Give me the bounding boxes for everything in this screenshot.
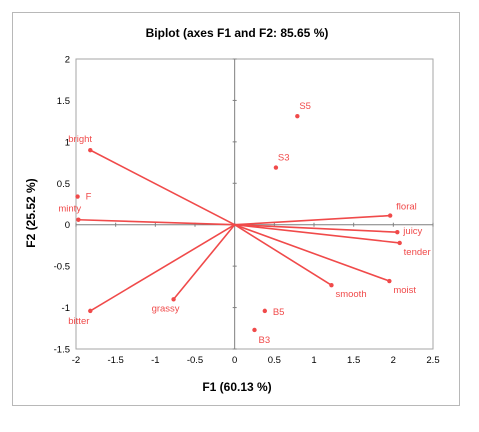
- y-axis-title: F2 (25.52 %): [24, 178, 38, 247]
- x-tick-label: 0: [232, 355, 237, 366]
- y-tick-label: -0.5: [54, 262, 70, 273]
- vector-label-bright: bright: [68, 134, 92, 145]
- vector-label-juicy: juicy: [402, 226, 422, 237]
- vector-label-moist: moist: [393, 285, 416, 296]
- vector-tip-bright: [88, 147, 93, 153]
- vector-tip-floral: [387, 213, 393, 218]
- vector-tip-juicy: [395, 229, 400, 235]
- point-F: [75, 194, 80, 199]
- vector-minty: [78, 218, 235, 226]
- point-label-F: F: [86, 192, 92, 203]
- y-tick-label: -1: [62, 303, 70, 314]
- vector-tip-bitter: [88, 308, 93, 314]
- y-tick-label: 0.5: [57, 179, 70, 190]
- point-S5: [295, 113, 300, 119]
- point-B3: [252, 327, 257, 333]
- vector-tip-tender: [397, 240, 402, 246]
- x-tick-label: -1.5: [107, 355, 123, 366]
- point-label-B3: B3: [259, 335, 271, 346]
- vector-moist: [234, 223, 390, 282]
- vector-tip-moist: [387, 278, 392, 284]
- x-tick-label: -2: [72, 355, 80, 366]
- vector-tip-smooth: [329, 283, 334, 288]
- chart-title: Biplot (axes F1 and F2: 85.65 %): [146, 26, 329, 40]
- y-tick-label: -1.5: [54, 345, 70, 356]
- vector-bitter: [89, 224, 236, 312]
- point-label-S5: S5: [299, 101, 311, 112]
- x-tick-label: -1: [151, 355, 159, 366]
- point-label-S3: S3: [278, 153, 290, 164]
- point-label-B5: B5: [273, 307, 285, 318]
- vector-label-minty: minty: [58, 204, 81, 215]
- y-tick-label: 1.5: [57, 96, 70, 107]
- biplot-chart: Biplot (axes F1 and F2: 85.65 %) F1 (60.…: [24, 26, 440, 394]
- x-axis-title: F1 (60.13 %): [202, 380, 271, 394]
- point-B5: [262, 308, 268, 314]
- x-tick-label: 1: [311, 355, 316, 366]
- x-tick-label: -0.5: [187, 355, 203, 366]
- vector-label-smooth: smooth: [335, 289, 366, 300]
- x-tick-label: 0.5: [268, 355, 281, 366]
- y-tick-label: 1: [65, 137, 70, 148]
- y-tick-label: 2: [65, 55, 70, 66]
- vector-bright: [89, 149, 236, 226]
- plot-area: [75, 58, 434, 350]
- chart-frame: Biplot (axes F1 and F2: 85.65 %) F1 (60.…: [12, 12, 460, 406]
- y-tick-label: 0: [65, 220, 70, 231]
- x-tick-label: 2.5: [426, 355, 439, 366]
- vector-label-tender: tender: [404, 247, 431, 258]
- vector-tip-minty: [76, 217, 81, 222]
- x-tick-label: 1.5: [347, 355, 360, 366]
- vector-tender: [234, 223, 400, 244]
- x-tick-label: 2: [391, 355, 396, 366]
- vector-floral: [234, 214, 391, 226]
- vector-label-grassy: grassy: [152, 303, 180, 314]
- point-S3: [273, 165, 279, 170]
- vector-grassy: [172, 224, 236, 300]
- vector-tip-grassy: [171, 297, 176, 302]
- vector-juicy: [234, 223, 398, 233]
- vector-label-bitter: bitter: [68, 316, 89, 327]
- vector-smooth: [234, 224, 332, 286]
- vector-label-floral: floral: [396, 202, 417, 213]
